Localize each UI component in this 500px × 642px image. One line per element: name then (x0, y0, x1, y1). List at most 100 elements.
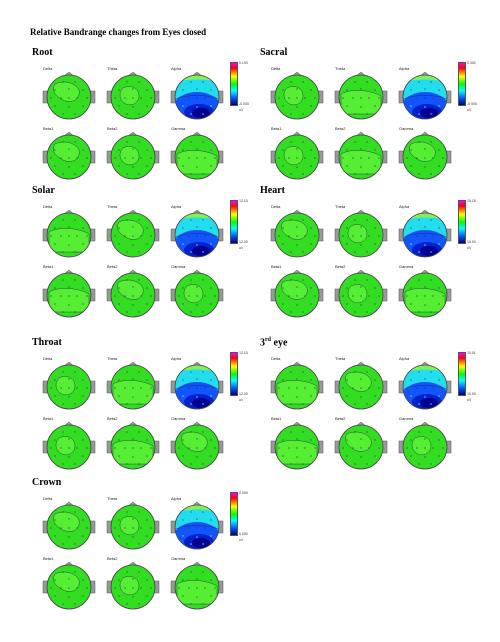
topomap-head (169, 130, 225, 187)
colorbar-max-label: 0.193 (239, 61, 248, 65)
band-label: Beta1 (43, 556, 54, 561)
band-label: Gamma (399, 264, 414, 269)
band-label: Beta1 (271, 264, 282, 269)
colorbar-max-label: 0.009 (239, 491, 248, 495)
topomap-head (269, 130, 325, 187)
colorbar-unit-label: uV (239, 538, 244, 542)
band-label: Theta (107, 356, 118, 361)
topomap-head (333, 360, 389, 417)
band-label: Beta1 (43, 416, 54, 421)
colorbar: 12.13 12.00 uV (230, 199, 248, 250)
topomap-head (41, 420, 97, 477)
band-label: Theta (335, 356, 346, 361)
topomap-head (397, 130, 453, 187)
topomap-head (169, 360, 225, 417)
band-label: Beta2 (107, 264, 118, 269)
topomap-head (169, 560, 225, 617)
topomap-head (397, 70, 453, 127)
panel-title: Solar (32, 185, 55, 196)
topomap-head (333, 208, 389, 265)
topomap-head (269, 360, 325, 417)
topomap-head (269, 70, 325, 127)
band-label: Beta2 (335, 416, 346, 421)
panel-title: Sacral (260, 47, 288, 58)
panel-title: Throat (32, 337, 62, 348)
colorbar-min-label: -0.000 (467, 102, 477, 106)
topomap-head (105, 560, 161, 617)
band-label: Alpha (399, 66, 410, 71)
band-label: Delta (43, 356, 53, 361)
band-label: Delta (43, 204, 53, 209)
band-label: Theta (107, 204, 118, 209)
topomap-head (41, 500, 97, 557)
topomap-head (105, 360, 161, 417)
colorbar-max-label: 10.01 (467, 351, 476, 355)
band-label: Gamma (171, 264, 186, 269)
colorbar-max-label: 0.002 (467, 61, 476, 65)
band-label: Beta2 (335, 126, 346, 131)
band-label: Alpha (171, 496, 182, 501)
topomap-head (105, 268, 161, 325)
colorbar-max-label: 15.18 (467, 199, 476, 203)
topomap-head (105, 420, 161, 477)
panel-title: Crown (32, 477, 62, 488)
panel-title: Heart (260, 185, 285, 196)
band-label: Alpha (171, 204, 182, 209)
colorbar-min-label: 12.00 (239, 392, 248, 396)
topomap-head (397, 208, 453, 265)
colorbar-min-label: 0.000 (239, 532, 248, 536)
band-label: Beta1 (43, 264, 54, 269)
colorbar: 15.18 15.00 uV (458, 199, 476, 250)
colorbar-unit-label: uV (239, 108, 244, 112)
colorbar-max-label: 12.13 (239, 199, 248, 203)
band-label: Delta (271, 356, 281, 361)
topomap-head (169, 500, 225, 557)
colorbar-unit-label: uV (467, 398, 472, 402)
page-title: Relative Bandrange changes from Eyes clo… (30, 27, 207, 37)
colorbar: 0.002 -0.000 uV (458, 61, 477, 112)
colorbar-min-label: 12.00 (239, 240, 248, 244)
colorbar-unit-label: uV (467, 246, 472, 250)
panel-title: 3rd eye (260, 337, 288, 349)
colorbar: 10.01 10.00 uV (458, 351, 476, 402)
topomap-head (41, 560, 97, 617)
band-label: Beta2 (107, 416, 118, 421)
topomap-head (269, 268, 325, 325)
topomap-head (269, 208, 325, 265)
topomap-head (41, 268, 97, 325)
band-label: Alpha (171, 66, 182, 71)
band-label: Theta (335, 204, 346, 209)
band-label: Beta1 (271, 416, 282, 421)
colorbar: 12.13 12.00 uV (230, 351, 248, 402)
band-label: Theta (107, 66, 118, 71)
topomap-head (105, 208, 161, 265)
band-label: Theta (107, 496, 118, 501)
band-label: Gamma (171, 556, 186, 561)
band-label: Beta1 (271, 126, 282, 131)
topomap-head (41, 70, 97, 127)
band-label: Beta2 (335, 264, 346, 269)
topomap-head (41, 360, 97, 417)
topomap-head (169, 420, 225, 477)
band-label: Beta1 (43, 126, 54, 131)
colorbar-max-label: 12.13 (239, 351, 248, 355)
colorbar-min-label: 15.00 (467, 240, 476, 244)
band-label: Delta (43, 496, 53, 501)
band-label: Beta2 (107, 556, 118, 561)
topomap-head (333, 420, 389, 477)
topomap-head (105, 70, 161, 127)
topomap-head (397, 420, 453, 477)
band-label: Gamma (171, 416, 186, 421)
band-label: Theta (335, 66, 346, 71)
topomap-head (333, 70, 389, 127)
band-label: Gamma (171, 126, 186, 131)
topomap-head (269, 420, 325, 477)
topomap-head (333, 130, 389, 187)
topomap-head (397, 268, 453, 325)
topomap-head (41, 130, 97, 187)
band-label: Delta (271, 204, 281, 209)
band-label: Delta (43, 66, 53, 71)
band-label: Beta2 (107, 126, 118, 131)
topomap-head (41, 208, 97, 265)
topomap-head (169, 208, 225, 265)
